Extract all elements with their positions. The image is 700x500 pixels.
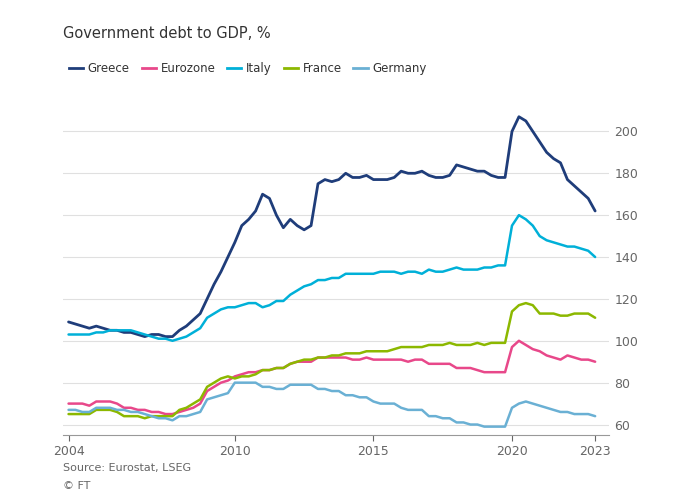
- Greece: [244, 216, 253, 222]
- Eurozone: [251, 369, 260, 375]
- Italy: [300, 284, 308, 290]
- Germany: [251, 380, 260, 386]
- Germany: [286, 382, 295, 388]
- Eurozone: [300, 358, 308, 364]
- Greece: [64, 319, 73, 325]
- Text: Government debt to GDP, %: Government debt to GDP, %: [63, 26, 271, 40]
- Italy: [175, 336, 183, 342]
- France: [522, 300, 530, 306]
- France: [244, 374, 253, 380]
- Italy: [168, 338, 176, 344]
- Germany: [230, 380, 239, 386]
- Greece: [591, 208, 599, 214]
- France: [64, 411, 73, 417]
- Italy: [514, 212, 523, 218]
- Germany: [300, 382, 308, 388]
- Germany: [64, 407, 73, 413]
- Eurozone: [64, 400, 73, 406]
- Text: © FT: © FT: [63, 481, 90, 491]
- Italy: [363, 271, 371, 277]
- Line: Germany: Germany: [69, 382, 595, 426]
- Eurozone: [161, 411, 169, 417]
- Legend: Greece, Eurozone, Italy, France, Germany: Greece, Eurozone, Italy, France, Germany: [69, 62, 427, 76]
- Italy: [64, 332, 73, 338]
- Eurozone: [244, 369, 253, 375]
- Eurozone: [175, 409, 183, 415]
- Greece: [514, 114, 523, 119]
- Line: France: France: [69, 303, 595, 418]
- France: [251, 372, 260, 378]
- Line: Italy: Italy: [69, 215, 595, 341]
- France: [141, 415, 149, 421]
- France: [286, 361, 295, 367]
- Germany: [480, 424, 489, 430]
- Greece: [175, 328, 183, 334]
- Italy: [286, 292, 295, 298]
- Italy: [251, 300, 260, 306]
- Eurozone: [286, 361, 295, 367]
- Germany: [244, 380, 253, 386]
- Greece: [286, 216, 295, 222]
- Text: Source: Eurostat, LSEG: Source: Eurostat, LSEG: [63, 462, 191, 472]
- Italy: [591, 254, 599, 260]
- France: [175, 407, 183, 413]
- Greece: [363, 172, 371, 178]
- Eurozone: [591, 358, 599, 364]
- Italy: [244, 300, 253, 306]
- France: [591, 315, 599, 321]
- Germany: [591, 413, 599, 419]
- Line: Greece: Greece: [69, 116, 595, 336]
- Germany: [363, 394, 371, 400]
- Eurozone: [363, 354, 371, 360]
- Greece: [300, 227, 308, 233]
- France: [363, 348, 371, 354]
- France: [300, 356, 308, 362]
- Germany: [168, 418, 176, 424]
- Line: Eurozone: Eurozone: [69, 341, 595, 414]
- Greece: [251, 208, 260, 214]
- Greece: [141, 334, 149, 340]
- Eurozone: [514, 338, 523, 344]
